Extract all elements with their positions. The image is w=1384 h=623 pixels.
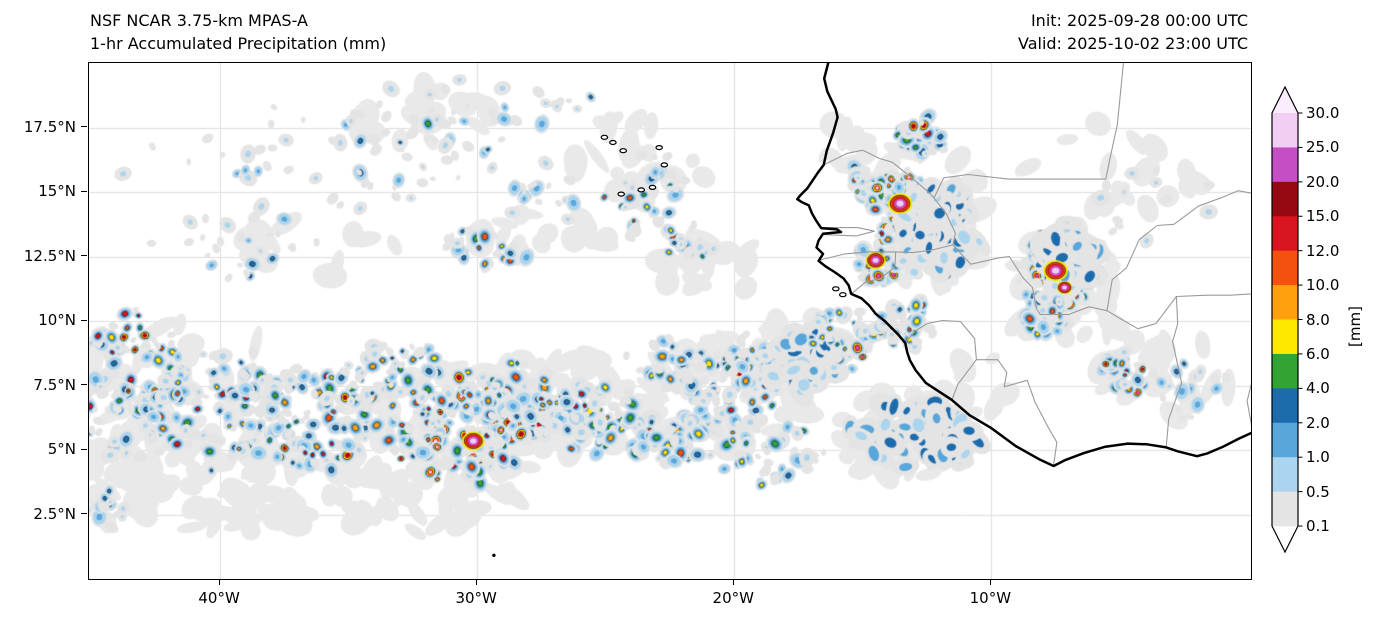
y-axis-tick	[81, 513, 87, 514]
x-tick-label: 40°W	[198, 589, 240, 607]
country-border	[933, 197, 956, 246]
island-outline	[617, 191, 626, 197]
country-border	[1106, 190, 1251, 312]
country-border	[1246, 383, 1251, 426]
country-border	[904, 319, 977, 400]
country-border	[820, 227, 875, 237]
colorbar-tick-label: 30.0	[1306, 104, 1340, 122]
colorbar-band	[1272, 285, 1298, 320]
x-axis-tick	[989, 579, 991, 585]
x-axis-tick	[218, 579, 220, 585]
country-border	[933, 63, 1124, 199]
coastline	[796, 63, 1251, 468]
island-outline	[838, 292, 847, 298]
x-axis-tick	[475, 579, 477, 585]
colorbar-under-arrow	[1272, 526, 1298, 553]
y-axis-tick	[81, 190, 87, 192]
colorbar-units-label: [mm]	[1346, 306, 1364, 347]
islet-dot	[492, 553, 496, 557]
y-axis-tick	[81, 384, 87, 385]
plot-title: NSF NCAR 3.75-km MPAS-A	[90, 11, 308, 30]
y-tick-label: 5°N	[47, 440, 76, 458]
valid-time-label: Valid: 2025-10-02 23:00 UTC	[1017, 34, 1248, 53]
colorbar-tick-label: 25.0	[1306, 138, 1340, 157]
colorbar-band	[1272, 216, 1298, 251]
colorbar-tick-label: 8.0	[1306, 310, 1330, 329]
colorbar-tick-label: 20.0	[1306, 172, 1340, 191]
y-tick-label: 7.5°N	[33, 375, 76, 394]
init-time-label: Init: 2025-09-28 00:00 UTC	[1030, 11, 1248, 30]
coastline-borders-overlay	[492, 63, 1251, 557]
colorbar-tick-label: 2.0	[1306, 413, 1330, 432]
colorbar-tick-label: 12.0	[1306, 241, 1340, 260]
island-outline	[660, 162, 669, 168]
plot-subtitle: 1-hr Accumulated Precipitation (mm)	[90, 34, 387, 53]
country-border	[1165, 295, 1183, 448]
colorbar-band	[1272, 113, 1298, 148]
colorbar-band	[1272, 147, 1298, 183]
y-axis-tick	[81, 126, 87, 127]
x-tick-label: 30°W	[455, 589, 497, 607]
country-border	[823, 149, 935, 199]
y-axis-tick	[81, 255, 87, 256]
y-tick-label: 17.5°N	[23, 117, 76, 136]
island-outline	[609, 139, 617, 146]
colorbar-tick-label: 0.1	[1306, 517, 1330, 536]
colorbar-band	[1272, 388, 1298, 424]
precipitation-field-canvas	[89, 63, 1251, 579]
country-border	[1175, 293, 1251, 298]
island-outline	[600, 134, 609, 140]
colorbar-tick-label: 4.0	[1306, 379, 1330, 398]
country-border	[952, 244, 1177, 330]
colorbar-band	[1272, 457, 1298, 492]
colorbar-band	[1272, 353, 1298, 389]
y-tick-label: 12.5°N	[23, 246, 76, 265]
colorbar-tick-label: 15.0	[1306, 207, 1340, 226]
colorbar-band	[1272, 491, 1298, 527]
y-tick-label: 10°N	[38, 311, 76, 329]
island-outline	[648, 184, 657, 191]
y-axis-tick	[81, 448, 87, 450]
colorbar-band	[1272, 181, 1298, 217]
country-border	[975, 359, 1058, 466]
x-axis-tick	[732, 579, 734, 585]
colorbar-band	[1272, 250, 1298, 286]
colorbar-band	[1272, 319, 1298, 355]
island-outline	[831, 286, 840, 292]
island-outline	[655, 144, 664, 151]
colorbar-over-arrow	[1272, 87, 1298, 113]
country-border	[850, 251, 897, 295]
colorbar-tick-label: 6.0	[1306, 344, 1330, 363]
colorbar	[1271, 85, 1303, 554]
colorbar-band	[1272, 422, 1298, 458]
x-tick-label: 20°W	[712, 589, 754, 607]
island-outline	[637, 187, 646, 193]
colorbar-tick-label: 0.5	[1306, 482, 1330, 501]
country-border	[818, 244, 954, 261]
y-tick-label: 15°N	[38, 182, 76, 200]
island-outline	[619, 148, 628, 154]
y-tick-label: 2.5°N	[33, 504, 76, 523]
y-axis-tick	[81, 319, 87, 321]
colorbar-tick-label: 10.0	[1306, 276, 1340, 295]
colorbar-tick-label: 1.0	[1306, 448, 1330, 467]
map-plot-area	[88, 62, 1252, 580]
x-tick-label: 10°W	[969, 589, 1012, 607]
